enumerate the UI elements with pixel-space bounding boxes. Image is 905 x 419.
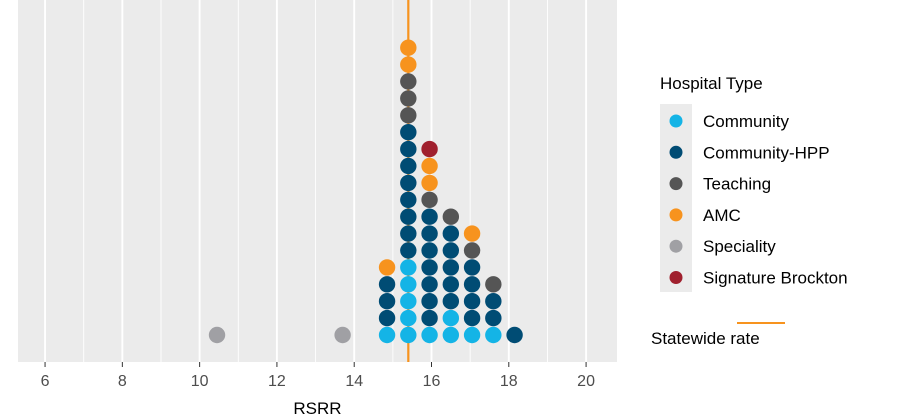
hospital-dot: [463, 309, 481, 327]
legend-label: AMC: [703, 206, 741, 225]
hospital-dot: [442, 276, 460, 293]
hospital-dot: [400, 225, 417, 242]
x-tick-label: 6: [41, 373, 50, 390]
hospital-dot: [463, 293, 481, 310]
x-axis-title: RSRR: [293, 399, 341, 418]
legend-label: Signature Brockton: [703, 269, 848, 288]
hospital-dot: [421, 293, 438, 310]
hospital-dot: [421, 225, 438, 242]
hospital-dot: [400, 242, 417, 259]
hospital-dot: [485, 293, 502, 310]
statewide-rate-label: Statewide rate: [651, 329, 760, 348]
minor-gridlines: [83, 0, 548, 362]
hospital-dot: [442, 259, 460, 276]
legend-entries: Community Community-HPP Teaching AMC Special…: [669, 112, 848, 288]
hospital-dot: [400, 293, 417, 310]
hospital-dot: [463, 276, 481, 293]
hospital-dot: [400, 309, 417, 327]
hospital-dot: [421, 191, 438, 208]
x-tick-label: 8: [118, 373, 127, 390]
hospital-dot: [442, 242, 460, 259]
hospital-dot: [400, 107, 417, 124]
hospital-dot: [442, 208, 460, 225]
hospital-dot: [400, 140, 417, 158]
hospital-dot: [400, 174, 417, 192]
legend-label: Community: [703, 112, 789, 131]
hospital-dot: [378, 259, 396, 276]
hospital-dot: [485, 309, 502, 327]
hospital-dot: [400, 259, 417, 276]
legend-key-dot: [669, 177, 683, 191]
hospital-dot: [421, 208, 438, 225]
hospital-dot: [400, 56, 417, 73]
hospital-dot: [378, 293, 396, 310]
legend-label: Speciality: [703, 237, 776, 256]
hospital-dot: [400, 276, 417, 293]
hospital-dot: [334, 326, 351, 344]
hospital-dot: [421, 276, 438, 293]
hospital-dot: [378, 309, 396, 327]
x-tick-label: 14: [345, 373, 363, 390]
hospital-dot: [421, 157, 438, 175]
hospital-dot: [208, 326, 226, 344]
x-tick-label: 12: [268, 373, 286, 390]
hospital-dot: [400, 191, 417, 208]
x-tick-label: 18: [500, 373, 518, 390]
hospital-dot: [421, 174, 438, 192]
hospital-dot: [421, 259, 438, 276]
hospital-dot: [421, 309, 438, 327]
x-tick-label: 16: [423, 373, 441, 390]
dot-stacks: [208, 39, 523, 344]
hospital-dot: [421, 242, 438, 259]
hospital-dot: [485, 276, 502, 293]
legend-key-dot: [669, 239, 683, 253]
hospital-dot: [400, 208, 417, 225]
hospital-dot: [421, 140, 438, 158]
legend-label: Community-HPP: [703, 143, 830, 162]
hospital-dot: [442, 326, 460, 344]
legend-key-background: [660, 104, 692, 292]
statewide-rate-legend: Statewide rate: [651, 322, 785, 348]
legend: Hospital Type Community Community-HPP Teac…: [660, 74, 848, 292]
hospital-dot: [400, 124, 417, 141]
hospital-dot: [400, 90, 417, 107]
hospital-dot: [400, 326, 417, 344]
hospital-dot: [378, 276, 396, 293]
legend-title: Hospital Type: [660, 74, 763, 93]
legend-label: Teaching: [703, 175, 771, 194]
x-tick-label: 10: [191, 373, 209, 390]
hospital-dot: [506, 326, 523, 344]
x-axis: 6 8 10 12 14 16 18 20: [41, 362, 595, 390]
x-tick-label: 20: [577, 373, 595, 390]
hospital-dot: [442, 293, 460, 310]
hospital-dot: [400, 73, 417, 90]
hospital-dot: [400, 39, 417, 56]
legend-key-dot: [669, 208, 683, 222]
hospital-dot: [442, 309, 460, 327]
legend-key-dot: [669, 114, 683, 128]
plot-panel: [18, 0, 617, 362]
hospital-dot: [463, 326, 481, 344]
legend-key-dot: [669, 271, 683, 284]
hospital-dot: [378, 326, 396, 344]
hospital-dot: [442, 225, 460, 242]
legend-key-dot: [669, 145, 683, 159]
hospital-dot: [463, 242, 481, 259]
hospital-dot: [463, 225, 481, 242]
hospital-dot: [400, 157, 417, 175]
hospital-dot: [463, 259, 481, 276]
hospital-dot: [421, 326, 438, 344]
hospital-dot: [485, 326, 502, 344]
